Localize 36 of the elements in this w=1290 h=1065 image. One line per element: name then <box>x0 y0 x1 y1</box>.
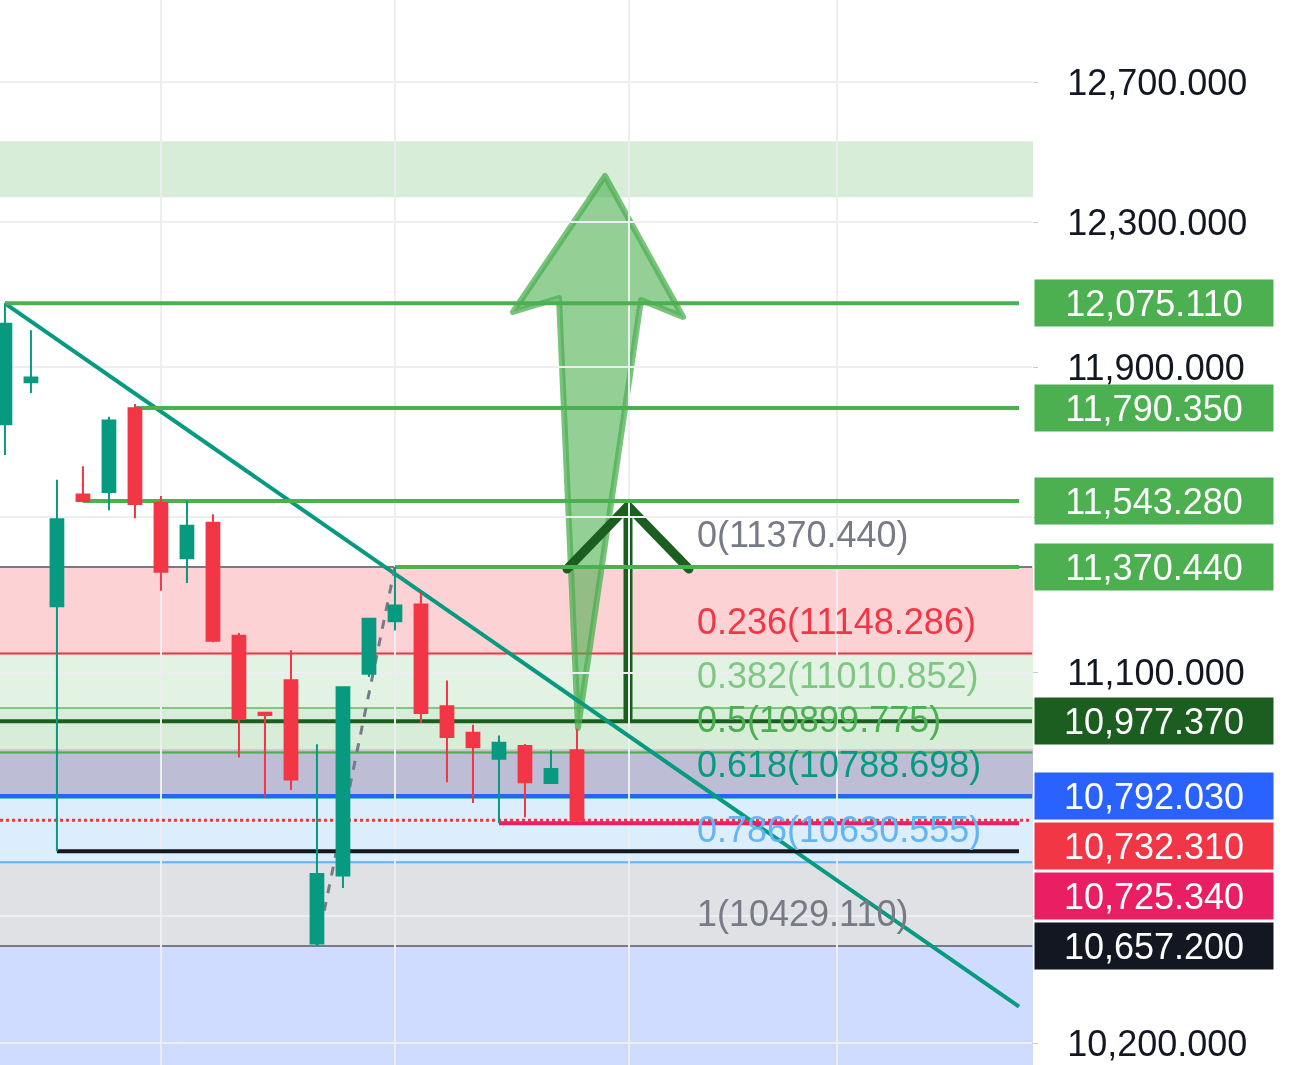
annotation: 0.382(11010.852) <box>697 655 979 696</box>
candlestick <box>179 500 195 585</box>
candlestick <box>361 617 377 678</box>
candlestick <box>49 478 65 853</box>
candlestick <box>517 742 533 819</box>
candlestick <box>335 686 351 890</box>
candlestick <box>127 403 143 520</box>
candlestick <box>257 711 273 798</box>
annotation: 0.618(10788.698) <box>697 744 982 785</box>
y-tick-label: 10,200.000 <box>1067 1023 1248 1065</box>
data-label: 11,543.280 <box>1065 480 1243 522</box>
annotation: 0(11370.440) <box>697 514 909 555</box>
data-label: 11,370.440 <box>1065 546 1243 588</box>
candlestick <box>309 743 325 948</box>
candlestick <box>465 723 481 804</box>
data-label: 12,075.110 <box>1065 282 1243 324</box>
y-tick-label: 11,100.000 <box>1067 652 1245 694</box>
ref-line-label: 10,977.370 <box>1063 700 1245 742</box>
candlestick <box>23 329 39 394</box>
candlestick <box>205 513 221 644</box>
y-tick-label: 12,700.000 <box>1067 61 1248 103</box>
data-label: 10,725.340 <box>1063 875 1245 917</box>
data-label: 10,657.200 <box>1063 925 1245 967</box>
y-tick-label: 12,300.000 <box>1067 202 1248 244</box>
candlestick <box>101 415 117 512</box>
ref-line-label: 10,732.310 <box>1063 825 1245 867</box>
candlestick <box>543 749 559 785</box>
candlestick <box>387 566 403 632</box>
candlestick <box>491 734 507 825</box>
candlestick <box>439 679 455 784</box>
y-tick-label: 11,900.000 <box>1067 347 1245 389</box>
data-label: 11,790.350 <box>1065 387 1243 429</box>
candlestick <box>75 465 91 504</box>
candlestick <box>153 495 169 592</box>
annotation: 0.236(11148.286) <box>697 601 976 642</box>
ref-line-label: 10,792.030 <box>1063 775 1245 817</box>
